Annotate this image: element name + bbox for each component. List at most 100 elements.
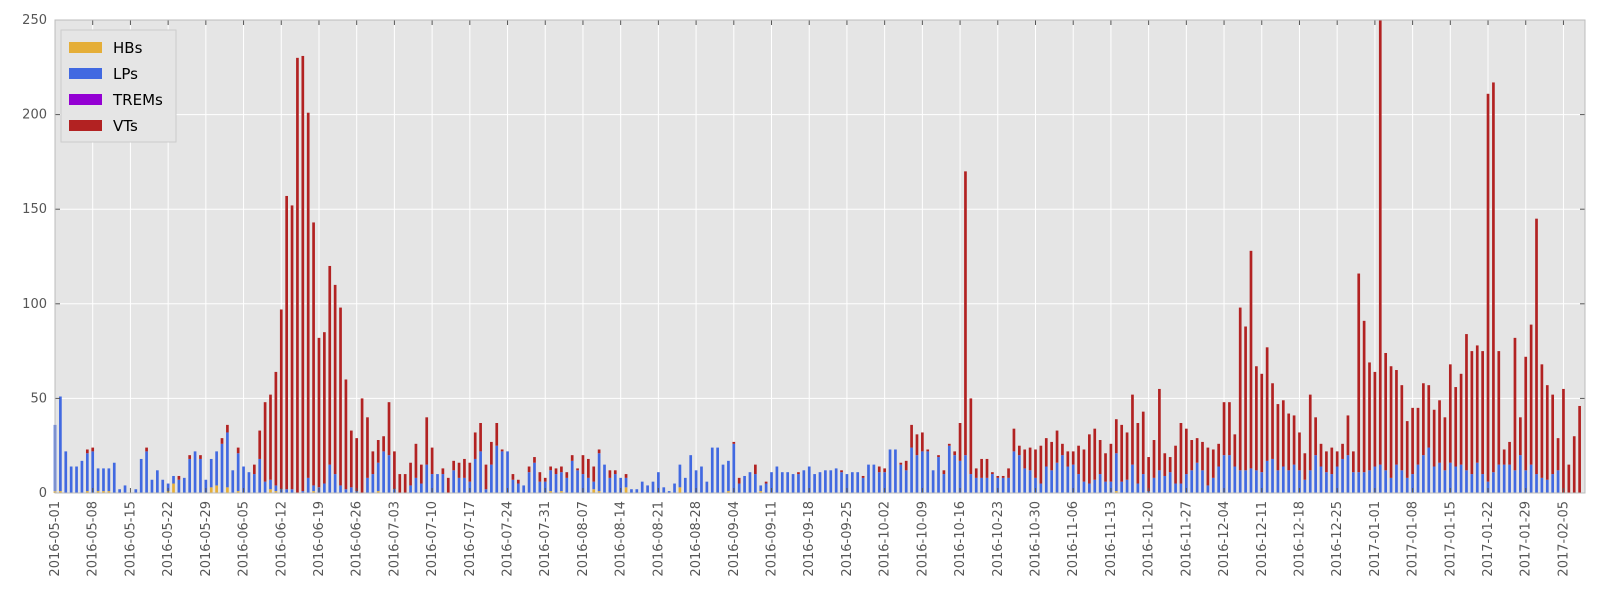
- bar-lps: [495, 445, 499, 493]
- bar-lps: [1319, 466, 1323, 493]
- bar-lps: [829, 470, 833, 493]
- bar-vts: [1395, 370, 1398, 465]
- bar-lps: [560, 472, 563, 492]
- bar-vts: [1109, 443, 1113, 482]
- bar-vts: [355, 438, 359, 492]
- bar-lps: [1190, 470, 1194, 493]
- bar-lps: [624, 477, 628, 488]
- bar-lps: [705, 481, 709, 493]
- bar-lps: [1384, 470, 1388, 493]
- bar-vts: [732, 441, 736, 444]
- bar-vts: [1492, 82, 1495, 473]
- bar-vts: [1023, 449, 1027, 469]
- bar-lps: [156, 470, 159, 493]
- y-tick-label: 250: [22, 13, 47, 28]
- bar-lps: [1341, 458, 1344, 493]
- x-tick-label: 2016-11-20: [1142, 501, 1157, 577]
- bar-lps: [964, 455, 967, 493]
- bar-lps: [754, 474, 757, 493]
- x-tick-label: 2017-01-08: [1406, 501, 1421, 577]
- x-tick-label: 2016-10-16: [953, 501, 968, 577]
- bar-lps: [743, 475, 746, 493]
- bar-lps: [727, 460, 730, 492]
- bar-vts: [1545, 385, 1549, 480]
- bar-lps: [371, 474, 375, 493]
- bar-lps: [657, 472, 660, 493]
- x-tick-label: 2016-09-11: [765, 501, 780, 577]
- bar-lps: [824, 470, 827, 493]
- bar-lps: [96, 468, 100, 492]
- x-tick-label: 2016-10-30: [1028, 501, 1043, 577]
- bar-lps: [1255, 470, 1258, 493]
- bar-vts: [328, 265, 332, 465]
- bar-vts: [1281, 400, 1285, 467]
- bar-vts: [613, 470, 617, 475]
- x-tick-label: 2016-09-18: [802, 501, 817, 577]
- bar-vts: [1249, 250, 1253, 469]
- bar-vts: [1486, 93, 1490, 482]
- bar-lps: [1314, 455, 1317, 493]
- bar-lps: [996, 477, 1000, 493]
- bar-lps: [1136, 483, 1140, 493]
- bar-vts: [1184, 428, 1188, 475]
- bar-hbs: [215, 485, 218, 493]
- bar-lps: [1249, 468, 1253, 493]
- bar-vts: [1066, 451, 1070, 467]
- bar-lps: [522, 485, 526, 493]
- bar-vts: [953, 451, 957, 456]
- bar-lps: [1228, 455, 1231, 493]
- bar-lps: [1098, 474, 1102, 493]
- bar-vts: [1459, 373, 1463, 465]
- bar-lps: [511, 479, 515, 493]
- bar-vts: [1201, 441, 1204, 471]
- bar-lps: [1114, 453, 1118, 492]
- bar-lps: [1163, 475, 1167, 493]
- bar-lps: [700, 466, 703, 493]
- bar-vts: [419, 464, 423, 484]
- bar-lps: [834, 468, 838, 493]
- bar-lps: [931, 470, 935, 493]
- bar-vts: [1276, 404, 1280, 471]
- bar-vts: [991, 472, 994, 475]
- bar-vts: [527, 466, 531, 473]
- bar-lps: [425, 464, 429, 493]
- bar-lps: [59, 396, 62, 492]
- bar-lps: [678, 464, 682, 488]
- bar-vts: [290, 205, 294, 490]
- bar-lps: [1427, 447, 1431, 493]
- bar-lps: [845, 474, 849, 493]
- bar-vts: [220, 438, 224, 444]
- bar-hbs: [236, 491, 240, 493]
- bar-lps: [1184, 474, 1188, 493]
- bar-lps: [1335, 466, 1339, 493]
- bar-vts: [1158, 388, 1161, 471]
- bar-vts: [1475, 345, 1479, 463]
- bar-vts: [258, 430, 262, 459]
- bar-hbs: [759, 491, 763, 493]
- bar-lps: [538, 481, 542, 493]
- bar-vts: [177, 475, 181, 480]
- bar-lps: [947, 445, 951, 493]
- bar-vts: [323, 332, 326, 484]
- bar-lps: [344, 489, 348, 493]
- bar-vts: [969, 398, 973, 475]
- bar-vts: [1303, 453, 1307, 480]
- bar-lps: [856, 472, 860, 493]
- x-tick-label: 2016-09-04: [727, 501, 742, 577]
- bar-lps: [883, 472, 886, 493]
- bar-vts: [274, 371, 278, 486]
- bar-lps: [1492, 472, 1495, 493]
- bar-lps: [1357, 472, 1361, 493]
- x-tick-label: 2016-05-08: [86, 501, 101, 577]
- bar-lps: [199, 458, 202, 493]
- bar-lps: [64, 451, 68, 493]
- bar-vts: [1405, 421, 1409, 478]
- bar-vts: [921, 432, 924, 452]
- bar-lps: [1265, 460, 1269, 493]
- bar-lps: [786, 472, 790, 493]
- bar-vts: [1298, 432, 1301, 471]
- bar-lps: [1066, 466, 1070, 493]
- bar-lps: [258, 458, 262, 493]
- bar-vts: [317, 337, 321, 488]
- bar-vts: [457, 462, 461, 478]
